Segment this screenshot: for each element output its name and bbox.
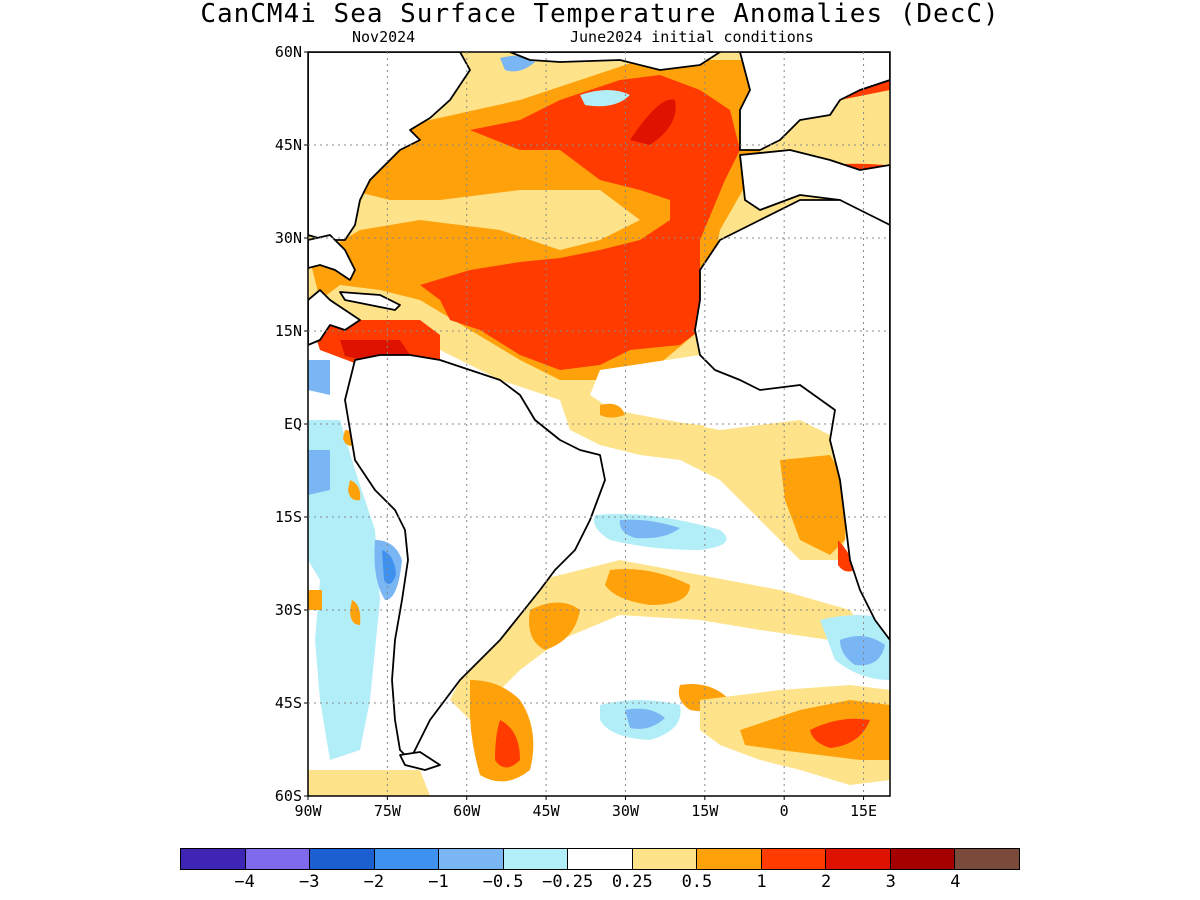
europe — [739, 52, 890, 151]
colorbar-swatch — [632, 849, 698, 869]
colorbar-swatch — [374, 849, 440, 869]
latitude-label: 15S — [275, 508, 302, 526]
colorbar-swatch — [568, 849, 633, 869]
east-pacific-cool — [308, 360, 402, 760]
colorbar-swatch — [503, 849, 569, 869]
colorbar-swatch — [181, 849, 246, 869]
caribbean-islands — [339, 291, 401, 311]
colorbar-swatch — [697, 849, 762, 869]
colorbar-label: 3 — [885, 872, 896, 892]
colorbar-label: 4 — [950, 872, 961, 892]
latitude-axis: 60N 45N 30N 15N EQ 15S 30S 45S 60S — [275, 43, 308, 805]
longitude-label: 15W — [691, 802, 719, 820]
longitude-label: 30W — [612, 802, 640, 820]
colorbar-label: −3 — [298, 872, 320, 892]
latitude-label: 60N — [275, 43, 302, 61]
colorbar-label: −0.25 — [542, 872, 594, 892]
longitude-label: 90W — [294, 802, 322, 820]
colorbar-swatch — [955, 849, 1019, 869]
south-america — [344, 354, 606, 761]
latitude-label: 15N — [275, 322, 302, 340]
greenland — [509, 52, 721, 71]
colorbar-label: 0.5 — [681, 872, 713, 892]
map-title: CanCM4i Sea Surface Temperature Anomalie… — [200, 0, 1000, 29]
longitude-label: 15E — [850, 802, 877, 820]
colorbar-swatch — [245, 849, 311, 869]
florida-gulf — [308, 234, 356, 281]
colorbar-label: 2 — [821, 872, 832, 892]
colorbar-label: 0.25 — [611, 872, 653, 892]
latitude-label: 45S — [275, 694, 302, 712]
graticule — [308, 52, 890, 796]
latitude-label: EQ — [284, 415, 302, 433]
latitude-label: 30S — [275, 601, 302, 619]
colorbar-swatch — [761, 849, 827, 869]
latitude-label: 30N — [275, 229, 302, 247]
tierra-del-fuego — [399, 751, 441, 771]
colorbar-label: 1 — [756, 872, 767, 892]
colorbar — [180, 848, 1020, 870]
initial-conditions-label: June2024 initial conditions — [570, 28, 814, 46]
longitude-label: 60W — [453, 802, 481, 820]
colorbar-label: −1 — [428, 872, 449, 892]
longitude-axis: 90W 75W 60W 45W 30W 15W 0 15E — [294, 796, 877, 820]
land-masses — [308, 52, 890, 771]
colorbar-label: −0.5 — [482, 872, 524, 892]
africa — [694, 199, 890, 641]
longitude-label: 45W — [533, 802, 561, 820]
longitude-label: 75W — [374, 802, 402, 820]
colorbar-swatch — [439, 849, 504, 869]
anomaly-field — [308, 52, 890, 796]
latitude-label: 45N — [275, 136, 302, 154]
colorbar-swatch — [826, 849, 891, 869]
colorbar-label: −2 — [363, 872, 385, 892]
tropical-band — [560, 355, 855, 572]
colorbar-label: −4 — [234, 872, 255, 892]
north-america — [308, 52, 471, 241]
forecast-month: Nov2024 — [352, 28, 416, 46]
longitude-label: 0 — [780, 802, 789, 820]
colorbar-swatch — [890, 849, 956, 869]
latitude-label: 60S — [275, 787, 302, 805]
south-atlantic-mixed — [308, 514, 890, 796]
colorbar-swatch — [310, 849, 375, 869]
